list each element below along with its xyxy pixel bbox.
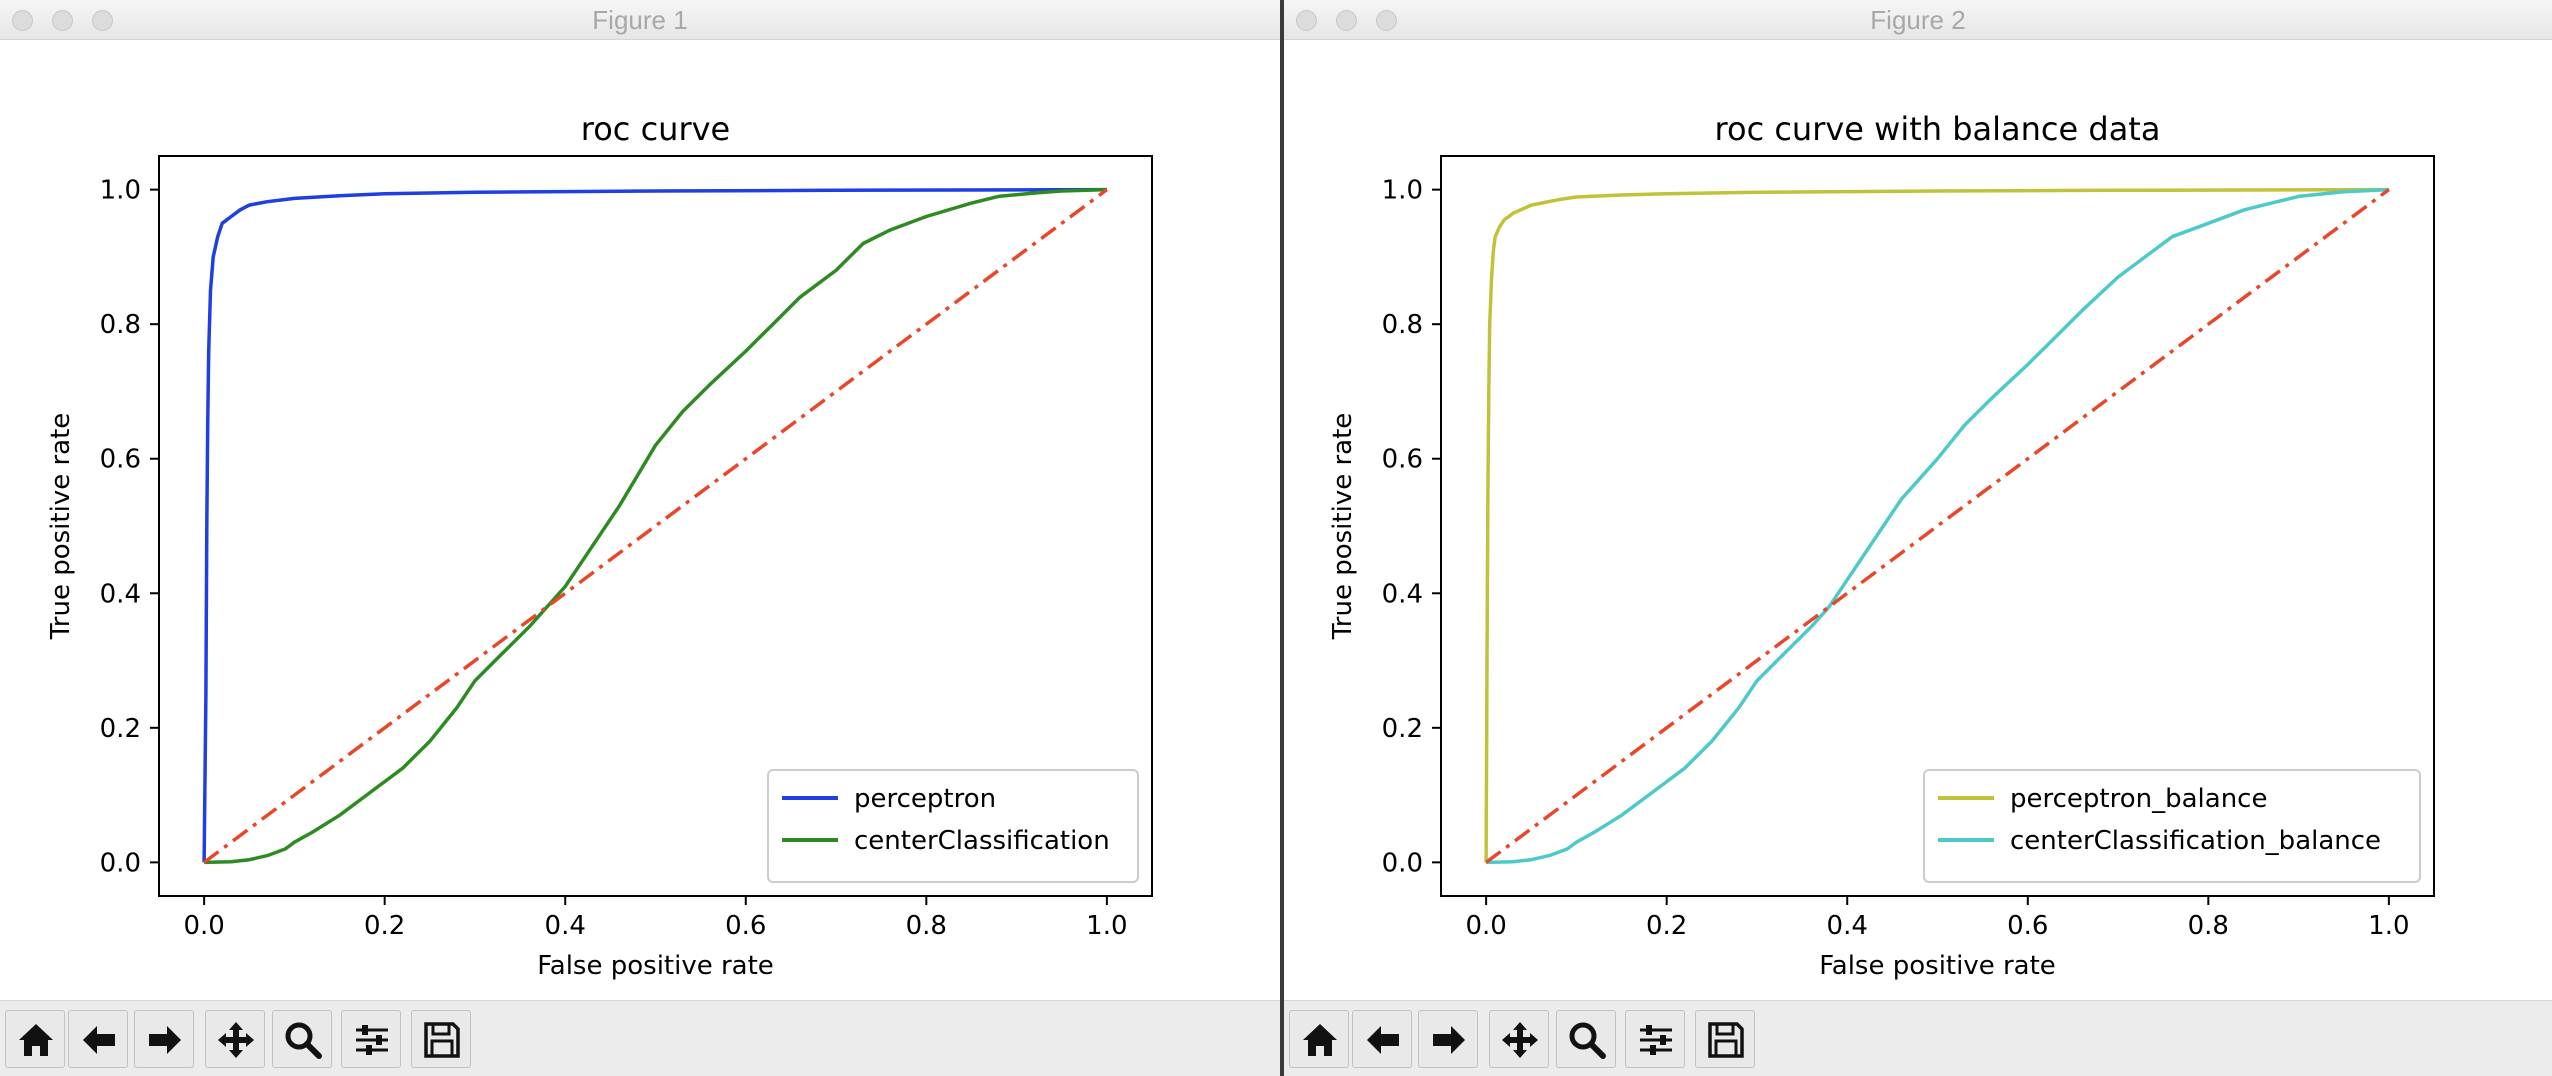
x-tick-label: 0.4 [1827, 911, 1868, 941]
pan-move-icon [218, 1022, 254, 1058]
forward-arrow-button[interactable] [134, 1010, 194, 1068]
zoom-magnifier-button[interactable] [1556, 1010, 1616, 1068]
y-tick-label: 0.2 [100, 714, 141, 744]
x-tick-label: 0.4 [545, 911, 586, 941]
x-tick-label: 0.6 [725, 911, 766, 941]
x-tick-label: 0.8 [906, 911, 947, 941]
save-figure-icon [424, 1022, 460, 1058]
back-arrow-icon [83, 1026, 115, 1054]
configure-subplots-button[interactable] [341, 1010, 401, 1068]
x-tick-label: 1.0 [2368, 911, 2409, 941]
forward-arrow-button[interactable] [1418, 1010, 1478, 1068]
x-tick-label: 0.0 [183, 911, 224, 941]
y-tick-label: 0.6 [100, 445, 141, 475]
y-tick-label: 0.4 [1382, 579, 1423, 609]
pan-move-icon [1502, 1022, 1538, 1058]
minimize-window-button[interactable] [1336, 10, 1357, 31]
zoom-magnifier-button[interactable] [272, 1010, 332, 1068]
minimize-window-button[interactable] [52, 10, 73, 31]
x-tick-label: 0.6 [2007, 911, 2048, 941]
y-tick-label: 0.0 [100, 848, 141, 878]
axes-frame [1440, 155, 2435, 897]
configure-subplots-icon [356, 1025, 388, 1055]
series-line-perceptron_balance [1484, 187, 2389, 863]
legend-entry: perceptron [854, 784, 996, 814]
window-divider [1280, 0, 1284, 1076]
series-line-centerClassification_balance [1486, 187, 2389, 865]
y-axis-label: True positive rate [1328, 413, 1358, 641]
close-window-button[interactable] [12, 10, 33, 31]
window-title: Figure 1 [592, 5, 688, 35]
y-tick-label: 0.8 [100, 310, 141, 340]
home-button[interactable] [1289, 1010, 1349, 1068]
axes-frame [158, 155, 1153, 897]
legend: perceptron_balance centerClassification_b… [1923, 769, 2421, 883]
x-tick-label: 0.8 [2188, 911, 2229, 941]
pan-move-button[interactable] [205, 1010, 265, 1068]
back-arrow-button[interactable] [68, 1010, 128, 1068]
save-figure-icon [1708, 1022, 1744, 1058]
configure-subplots-button[interactable] [1625, 1010, 1685, 1068]
zoom-magnifier-icon [285, 1022, 322, 1059]
back-arrow-button[interactable] [1352, 1010, 1412, 1068]
home-icon [1303, 1024, 1337, 1056]
y-tick-label: 0.8 [1382, 310, 1423, 340]
configure-subplots-icon [1640, 1025, 1672, 1055]
y-tick-label: 0.4 [100, 579, 141, 609]
x-tick-label: 0.0 [1465, 911, 1506, 941]
title-bar: Figure 1 [0, 0, 1280, 40]
close-window-button[interactable] [1296, 10, 1317, 31]
x-tick-label: 1.0 [1086, 911, 1127, 941]
home-button[interactable] [5, 1010, 65, 1068]
x-tick-label: 0.2 [364, 911, 405, 941]
series-line-baseline [203, 188, 1108, 864]
y-tick-label: 1.0 [1382, 176, 1423, 206]
save-figure-button[interactable] [1695, 1010, 1755, 1068]
legend-entry: centerClassification [854, 826, 1110, 856]
x-axis-label: False positive rate [537, 951, 774, 981]
roc-chart: roc curve 0.0 0.2 0.4 0.6 0.8 1.0 0.0 0.2 0.4 0.6 0… [46, 110, 1153, 981]
series-line-baseline [1485, 188, 2390, 864]
zoom-window-button[interactable] [92, 10, 113, 31]
chart-title: roc curve with balance data [1715, 110, 2161, 148]
forward-arrow-icon [149, 1026, 181, 1054]
legend-entry: centerClassification_balance [2010, 826, 2381, 856]
x-axis-label: False positive rate [1819, 951, 2056, 981]
window-title: Figure 2 [1870, 5, 1966, 35]
series-line-perceptron [202, 187, 1107, 863]
chart-title: roc curve [581, 110, 730, 148]
title-bar: Figure 2 [1284, 0, 2552, 40]
navigation-toolbar [0, 1000, 1280, 1076]
pan-move-button[interactable] [1489, 1010, 1549, 1068]
y-tick-label: 0.2 [1382, 714, 1423, 744]
home-icon [19, 1024, 53, 1056]
y-tick-label: 0.6 [1382, 445, 1423, 475]
y-tick-label: 0.0 [1382, 848, 1423, 878]
roc-balance-chart: roc curve with balance data 0.0 0.2 0.4 0.6 0… [1328, 110, 2435, 981]
figure-window-1: Figure 1 roc curve 0.0 0.2 0.4 0.6 0.8 1.0 0.0 0… [0, 0, 1280, 1076]
x-tick-label: 0.2 [1646, 911, 1687, 941]
y-axis-label: True positive rate [46, 413, 76, 641]
y-tick-label: 1.0 [100, 176, 141, 206]
zoom-magnifier-icon [1569, 1022, 1606, 1059]
save-figure-button[interactable] [411, 1010, 471, 1068]
series-line-centerClassification [204, 187, 1107, 865]
zoom-window-button[interactable] [1376, 10, 1397, 31]
legend: perceptron centerClassification [767, 769, 1139, 883]
forward-arrow-icon [1433, 1026, 1465, 1054]
back-arrow-icon [1367, 1026, 1399, 1054]
legend-entry: perceptron_balance [2010, 784, 2267, 814]
navigation-toolbar [1284, 1000, 2552, 1076]
figure-window-2: Figure 2 roc curve with balance data 0.0 0… [1284, 0, 2552, 1076]
